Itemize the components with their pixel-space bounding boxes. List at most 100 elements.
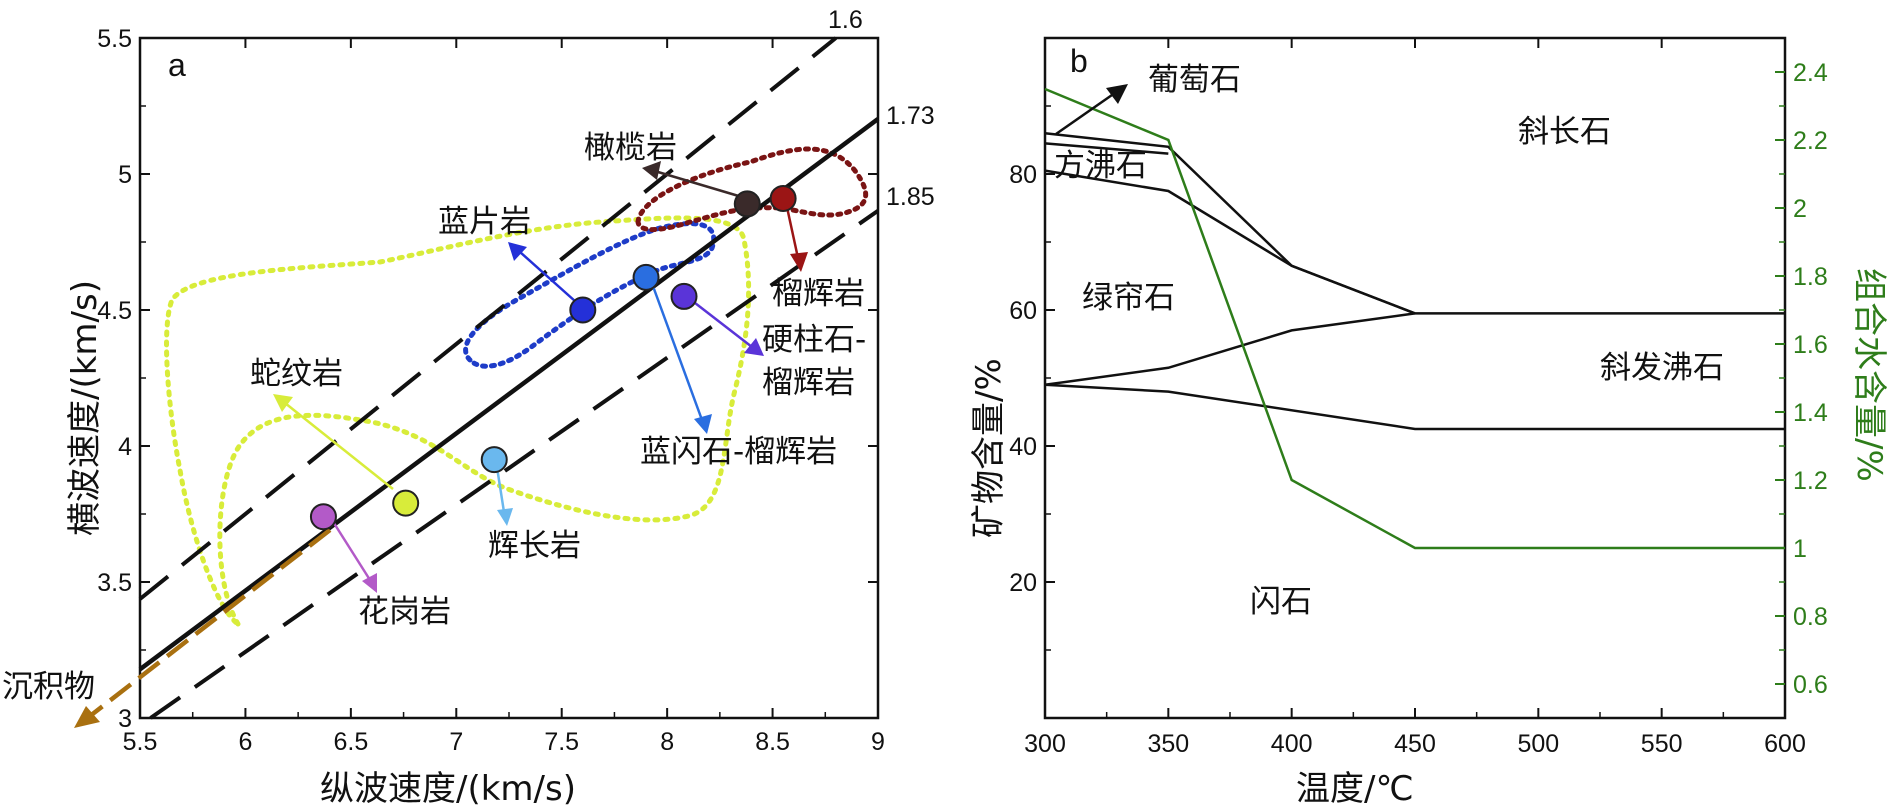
x-tick-label: 7 [449,728,463,756]
panel-b-ylabel: 矿物含量/% [969,358,1009,538]
y-right-tick-label: 1.4 [1793,399,1828,427]
panel-a-ticks: 5.5 6 6.5 7 7.5 8 8.5 9 3 3.5 4 4.5 5 5.5 [97,25,885,756]
x-tick-label: 450 [1394,730,1436,758]
label-serpentinite: 蛇纹岩 [250,356,343,392]
x-tick-label: 350 [1147,730,1189,758]
y-right-tick-label: 1.2 [1793,467,1828,495]
data-point-7 [309,503,337,531]
glaucophane-arrow [648,277,704,421]
y-right-tick-label: 2 [1793,195,1807,223]
sediment-arrowhead [74,706,100,728]
panel-a-ylabel: 横波速度/(km/s) [65,280,105,536]
mineral-boundary-3 [1044,312,1416,387]
field-laumontite: 斜发沸石 [1600,350,1724,386]
prehnite-arrow [1055,93,1113,136]
field-amphibole: 闪石 [1250,584,1312,620]
panel-b-letter: b [1070,43,1088,79]
eclogite-arrowhead [790,252,808,272]
data-point-4 [670,282,698,310]
ratio-lines: 1.6 1.73 1.85 [138,6,935,720]
y-tick-label: 3.5 [97,569,132,597]
field-epidote: 绿帘石 [1082,280,1175,316]
data-points [309,184,797,531]
data-point-6 [392,489,420,517]
lawsonite-arrow [685,295,753,348]
x-tick-label: 5.5 [123,728,158,756]
label-peridotite: 橄榄岩 [584,130,677,166]
ratio-label-1.85: 1.85 [886,183,935,211]
y-tick-label: 40 [1009,433,1037,461]
x-tick-label: 600 [1764,730,1806,758]
prehnite-arrowhead [1106,84,1128,104]
y-right-tick-label: 1 [1793,535,1807,563]
label-blueschist: 蓝片岩 [438,204,531,240]
serpentinite-arrow [284,402,394,490]
sediment-arrow [88,528,332,718]
gabbro-arrowhead [497,508,513,526]
y-right-tick-label: 2.2 [1793,127,1828,155]
ratio-line-1.6 [138,36,838,601]
y-tick-label: 5.5 [97,25,132,53]
data-point-5 [480,446,508,474]
x-tick-label: 400 [1271,730,1313,758]
label-glaucophane-eclogite: 蓝闪石-榴辉岩 [640,434,837,470]
panel-a-letter: a [168,47,186,83]
panel-b-xlabel: 温度/℃ [1296,769,1414,809]
mineral-boundary-2 [1044,169,1416,315]
data-point-2 [569,296,597,324]
peridotite-field [635,146,868,232]
y-tick-label: 20 [1009,569,1037,597]
y-tick-label: 3 [118,705,132,733]
x-tick-label: 500 [1517,730,1559,758]
x-tick-label: 9 [871,728,885,756]
y-right-tick-label: 0.6 [1793,671,1828,699]
y-tick-label: 4.5 [97,297,132,325]
granite-arrow [330,519,372,581]
mineral-boundary-1 [1044,142,1169,155]
y-tick-label: 60 [1009,297,1037,325]
panel-b-ylabel-right: 组合水含量/% [1849,268,1889,482]
blueschist-arrowhead [508,242,527,261]
serpentinite-arrowhead [273,394,293,412]
water-content-line [1044,87,1785,550]
x-tick-label: 8.5 [755,728,790,756]
x-tick-label: 550 [1641,730,1683,758]
label-granite: 花岗岩 [358,594,451,630]
x-tick-label: 300 [1024,730,1066,758]
field-zeolite: 方沸石 [1054,148,1147,184]
lawsonite-arrowhead [744,338,764,356]
glaucophane-arrowhead [694,414,712,434]
ratio-line-1.85 [149,209,880,720]
panel-a-xlabel: 纵波速度/(km/s) [320,769,576,809]
peridotite-arrowhead [642,161,661,180]
y-right-tick-label: 2.4 [1793,59,1828,87]
field-prehnite: 葡萄石 [1148,62,1241,98]
y-tick-label: 5 [118,161,132,189]
y-right-tick-label: 0.8 [1793,603,1828,631]
label-lawsonite-eclogite-1: 硬柱石- [762,322,866,358]
data-point-1 [769,184,797,212]
ratio-label-1.6: 1.6 [828,6,863,34]
x-tick-label: 7.5 [544,728,579,756]
label-gabbro: 辉长岩 [488,528,581,564]
panel-b: b 葡萄石 方沸石 斜长石 绿帘石 斜发沸石 闪石 300 350 400 450 50… [969,36,1889,809]
x-tick-label: 8 [660,728,674,756]
label-eclogite: 榴辉岩 [772,276,865,312]
sediment-label: 沉积物 [2,669,95,705]
ratio-label-1.73: 1.73 [886,102,935,130]
peridotite-arrow [657,170,743,199]
data-point-0 [733,190,761,218]
field-plagioclase: 斜长石 [1518,114,1611,150]
y-tick-label: 4 [118,433,132,461]
panel-a: a 1.6 1.73 1.85 沉积物 [2,6,935,809]
y-right-tick-label: 1.8 [1793,263,1828,291]
x-tick-label: 6 [238,728,252,756]
y-tick-label: 80 [1009,161,1037,189]
granite-arrowhead [362,573,377,593]
y-right-tick-label: 1.6 [1793,331,1828,359]
x-tick-label: 6.5 [333,728,368,756]
mineral-boundary-4 [1044,383,1785,431]
panel-b-ticks: 300 350 400 450 500 550 600 20 40 60 80 0.6 0.8 1 1.2 1… [1009,38,1828,758]
label-lawsonite-eclogite-2: 榴辉岩 [762,365,855,401]
